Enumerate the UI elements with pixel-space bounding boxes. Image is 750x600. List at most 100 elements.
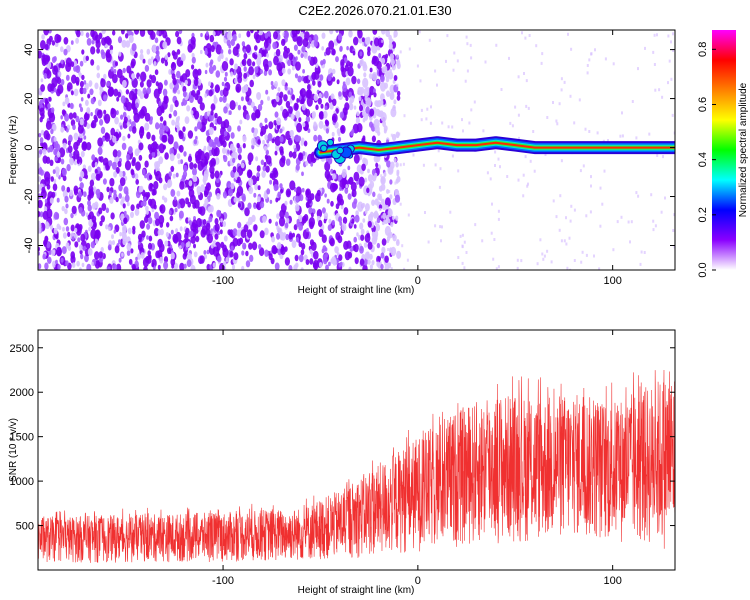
spectrogram-cell bbox=[374, 172, 378, 178]
spectrogram-cell bbox=[158, 100, 162, 106]
spectrogram-cell bbox=[234, 78, 238, 84]
spectrogram-cell bbox=[165, 231, 169, 238]
spectrogram-cell bbox=[187, 43, 193, 53]
spectrogram-cell bbox=[76, 260, 80, 267]
spectrogram-cell bbox=[261, 170, 266, 178]
spectrogram-cell bbox=[340, 59, 345, 67]
spectrogram-cell bbox=[203, 254, 208, 260]
spectrogram-cell bbox=[38, 162, 41, 169]
spectrogram-cell bbox=[242, 195, 246, 202]
spectrogram-cell bbox=[217, 255, 222, 263]
spectrogram-cell bbox=[144, 64, 150, 72]
spectrogram-cell bbox=[172, 198, 178, 208]
colorbar-tick-label: 0.6 bbox=[697, 97, 709, 112]
spectrogram-cell bbox=[112, 30, 116, 36]
spectrogram-cell bbox=[65, 226, 70, 232]
spectrogram-cell bbox=[95, 174, 100, 181]
spectrogram-cell bbox=[119, 177, 126, 187]
spectrogram-cell bbox=[122, 203, 126, 209]
spectrogram-cell bbox=[126, 101, 132, 112]
spectrogram-cell bbox=[256, 92, 262, 100]
spectrogram-cell bbox=[616, 220, 619, 224]
spectrogram-cell bbox=[76, 158, 80, 165]
spectrogram-cell bbox=[67, 145, 73, 154]
spectrogram-cell bbox=[91, 202, 97, 210]
spectrogram-y-tick-label: -40 bbox=[23, 238, 35, 254]
spectrogram-cell bbox=[420, 118, 423, 122]
spectrogram-cell bbox=[508, 56, 510, 60]
spectrogram-cell bbox=[558, 228, 561, 232]
spectrogram-cell bbox=[338, 216, 343, 223]
spectrogram-cell bbox=[389, 194, 393, 200]
spectrogram-cell bbox=[91, 215, 97, 223]
spectrogram-cell bbox=[362, 110, 366, 117]
spectrogram-cell bbox=[313, 40, 318, 47]
spectrogram-cell bbox=[259, 230, 265, 239]
spectrogram-cell bbox=[60, 257, 64, 263]
spectrogram-cell bbox=[89, 179, 95, 187]
spectrogram-y-tick-label: 0 bbox=[23, 144, 35, 150]
spectrogram-cell bbox=[232, 228, 238, 237]
spectrogram-cell bbox=[70, 61, 75, 68]
spectrogram-cell bbox=[230, 182, 235, 190]
spectrogram-cell bbox=[380, 252, 385, 259]
spectrogram-cell bbox=[281, 79, 286, 87]
spectrogram-cell bbox=[139, 30, 146, 37]
spectrogram-cell bbox=[237, 125, 241, 132]
spectrogram-cell bbox=[212, 246, 220, 257]
spectrogram-cell bbox=[470, 56, 473, 60]
spectrogram-cell bbox=[196, 121, 202, 130]
spectrogram-cell bbox=[347, 165, 351, 171]
spectrogram-cell bbox=[292, 151, 297, 159]
spectrogram-cell bbox=[116, 68, 123, 79]
spectrogram-cell bbox=[294, 73, 299, 79]
spectrogram-cell bbox=[90, 241, 96, 249]
spectrogram-cell bbox=[280, 233, 286, 241]
spectrogram-cell bbox=[596, 131, 599, 135]
spectrogram-cell bbox=[670, 77, 673, 81]
spectrogram-cell bbox=[105, 224, 109, 230]
spectrogram-cell bbox=[672, 49, 675, 52]
spectrogram-cell bbox=[359, 59, 364, 67]
spectrogram-cell bbox=[86, 123, 91, 129]
spectrogram-cell bbox=[55, 259, 58, 265]
spectrogram-cell bbox=[50, 128, 54, 135]
spectrogram-cell bbox=[300, 53, 304, 58]
spectrogram-cell bbox=[369, 211, 374, 218]
spectrogram-cell bbox=[301, 45, 306, 53]
spectrogram-cell bbox=[310, 162, 314, 167]
spectrogram-cell bbox=[241, 250, 245, 256]
spectrogram-cell bbox=[338, 254, 343, 261]
spectrogram-cell bbox=[227, 31, 232, 41]
spectrogram-cell bbox=[668, 59, 671, 63]
spectrogram-cell bbox=[517, 178, 520, 182]
spectrogram-cell bbox=[160, 57, 165, 64]
spectrogram-cell bbox=[66, 82, 73, 92]
spectrogram-cell bbox=[381, 100, 384, 104]
spectrogram-cell bbox=[439, 225, 442, 229]
spectrogram-cell bbox=[390, 267, 393, 270]
spectrogram-cell bbox=[114, 116, 119, 125]
spectrogram-cell bbox=[540, 61, 543, 65]
spectrogram-cell bbox=[299, 95, 302, 101]
spectrogram-cell bbox=[308, 37, 312, 43]
spectrogram-cell bbox=[362, 77, 369, 88]
spectrogram-cell bbox=[243, 52, 248, 60]
spectrogram-cell bbox=[563, 80, 566, 84]
spectrogram-cell bbox=[157, 229, 162, 236]
spectrogram-cell bbox=[191, 52, 195, 59]
spectrogram-cell bbox=[594, 48, 596, 52]
spectrogram-cell bbox=[220, 53, 224, 60]
spectrogram-cell bbox=[306, 227, 309, 233]
spectrogram-cell bbox=[142, 58, 146, 64]
spectrogram-cell bbox=[283, 94, 288, 102]
spectrogram-cell bbox=[220, 49, 224, 54]
spectrogram-cell bbox=[111, 161, 117, 170]
snr-x-tick-label: -100 bbox=[212, 575, 234, 587]
spectrogram-cell bbox=[169, 82, 174, 90]
spectrogram-cell bbox=[71, 262, 76, 268]
spectrogram-cell bbox=[552, 199, 555, 203]
spectrogram-cell bbox=[51, 56, 56, 63]
spectrogram-cell bbox=[527, 106, 530, 110]
spectrogram-cell bbox=[254, 45, 258, 51]
